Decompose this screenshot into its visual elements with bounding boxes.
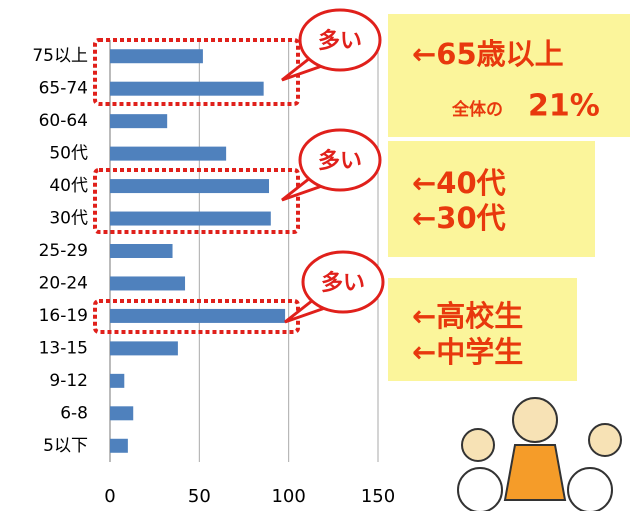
bar xyxy=(110,81,264,96)
note-text: ←中学生 xyxy=(412,335,523,369)
callout-text: 多い xyxy=(318,148,362,174)
bar xyxy=(110,276,186,291)
callout-bubble xyxy=(301,250,385,314)
callout-tail xyxy=(281,56,323,82)
y-tick-label: 20-24 xyxy=(39,273,88,293)
bar xyxy=(110,49,203,64)
x-tick-label: 100 xyxy=(271,486,305,507)
callout-tail xyxy=(281,176,323,202)
callout-bubble xyxy=(298,8,382,72)
y-tick-label: 65-74 xyxy=(39,79,88,99)
bar xyxy=(110,244,173,258)
x-tick-label: 0 xyxy=(104,486,115,507)
note-text: 全体の xyxy=(451,99,503,120)
note-text: 21% xyxy=(528,89,600,124)
bar xyxy=(110,373,125,388)
callout-tail xyxy=(284,298,326,324)
callout-text: 多い xyxy=(321,270,365,296)
note-box xyxy=(388,14,630,137)
highlight-frame xyxy=(93,38,300,106)
y-tick-label: 9-12 xyxy=(49,371,88,391)
y-tick-label: 50代 xyxy=(49,144,88,164)
bicycle-illustration xyxy=(457,397,622,511)
y-tick-label: 6-8 xyxy=(60,403,88,423)
note-text: ←高校生 xyxy=(412,299,523,333)
bar xyxy=(110,341,178,356)
bar xyxy=(110,406,134,421)
bar xyxy=(110,438,128,453)
bar xyxy=(110,179,270,194)
bar xyxy=(110,308,286,323)
callout-text: 多い xyxy=(318,28,362,54)
y-tick-label: 40代 xyxy=(49,176,88,196)
x-tick-label: 50 xyxy=(188,486,211,507)
y-tick-label: 13-15 xyxy=(39,338,88,358)
note-box xyxy=(388,141,595,257)
y-tick-label: 30代 xyxy=(49,209,88,229)
callout-bubble xyxy=(298,128,382,192)
highlight-frame xyxy=(93,168,300,234)
note-text: ←30代 xyxy=(412,201,506,235)
y-tick-label: 75以上 xyxy=(32,46,88,66)
note-text: ←40代 xyxy=(412,166,506,200)
y-tick-label: 16-19 xyxy=(39,306,88,326)
note-text: ←65歳以上 xyxy=(412,37,564,71)
note-boxes xyxy=(388,14,630,381)
y-tick-label: 60-64 xyxy=(39,111,88,131)
bar xyxy=(110,114,168,129)
y-tick-label: 25-29 xyxy=(39,241,88,261)
y-tick-label: 5以下 xyxy=(43,436,88,456)
bar xyxy=(110,211,271,226)
bar xyxy=(110,146,227,161)
note-box xyxy=(388,278,577,381)
x-tick-label: 150 xyxy=(361,486,395,507)
